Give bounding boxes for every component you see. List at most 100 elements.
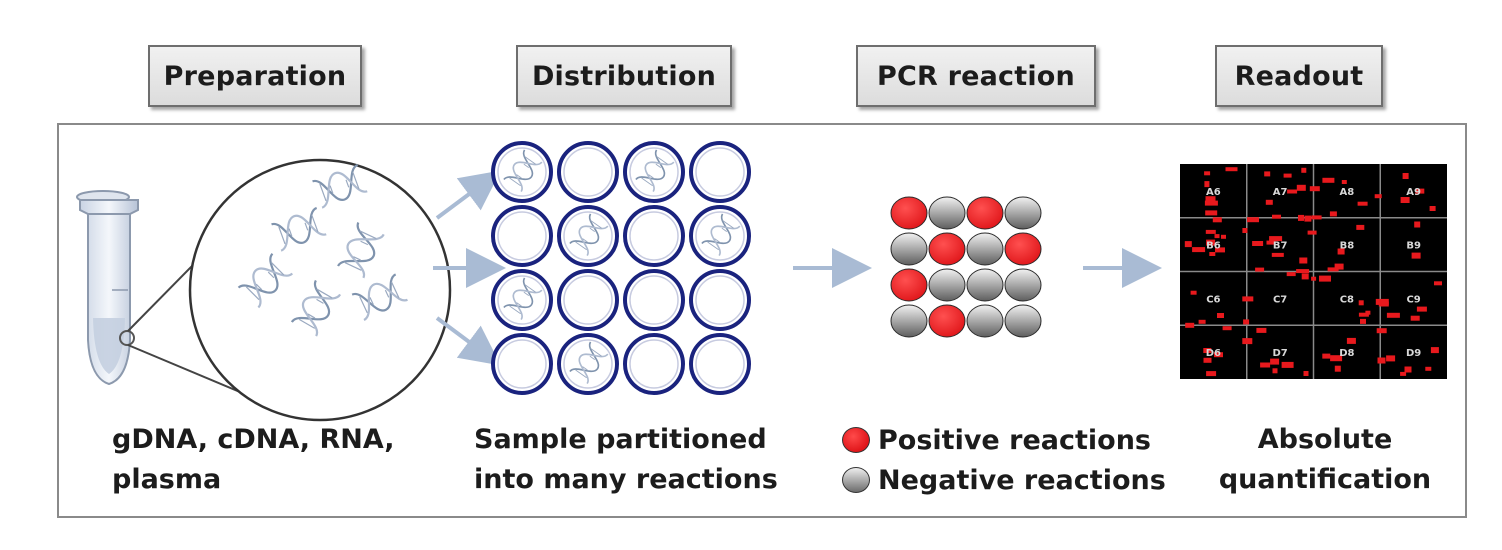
positive-spot — [1296, 184, 1306, 191]
positive-droplet — [890, 268, 928, 302]
readout-grid: A6 A7 A8 A9 B6 B7 B8 B9 C6 C7 C8 C9 D6 D7 D8 D9 — [1180, 164, 1447, 379]
positive-spot — [1205, 210, 1218, 216]
distribution-caption-line-2: into many reactions — [474, 464, 778, 495]
legend-positive-label: Positive reactions — [878, 424, 1151, 456]
positive-spot — [1287, 189, 1298, 194]
readout-cell-label: A9 — [1406, 187, 1421, 198]
well — [491, 333, 553, 395]
well — [623, 333, 685, 395]
positive-spot — [1217, 313, 1224, 318]
well — [557, 269, 619, 331]
positive-spot — [1203, 357, 1212, 363]
positive-dot-icon — [842, 427, 870, 453]
partition-wells — [491, 141, 751, 395]
positive-spot — [1376, 328, 1387, 334]
readout-cell-label: D9 — [1406, 348, 1421, 359]
positive-spot — [1425, 366, 1432, 371]
positive-spot — [1209, 252, 1216, 256]
positive-spot — [1400, 371, 1407, 376]
positive-spot — [1214, 352, 1223, 358]
positive-spot — [1190, 290, 1197, 295]
positive-spot — [1322, 353, 1331, 359]
readout-cell-label: A8 — [1340, 187, 1355, 198]
positive-spot — [1386, 312, 1400, 318]
preparation-caption-line-1: gDNA, cDNA, RNA, — [112, 424, 395, 455]
legend-positive: Positive reactions — [842, 420, 1166, 460]
positive-spot — [1356, 224, 1365, 230]
well — [623, 141, 685, 203]
well — [689, 141, 751, 203]
well — [557, 205, 619, 267]
positive-spot — [1330, 355, 1343, 362]
readout-cell-label: B9 — [1406, 241, 1421, 252]
positive-spot — [1256, 327, 1267, 333]
stage-readout-box: Readout — [1215, 45, 1383, 107]
readout-caption-line-1: Absolute — [1257, 424, 1393, 455]
positive-spot — [1214, 234, 1220, 239]
positive-spot — [1416, 306, 1427, 312]
positive-spot — [1334, 263, 1344, 270]
readout-cell-label: C8 — [1340, 294, 1354, 305]
well — [491, 269, 553, 331]
readout-cell-label: A6 — [1206, 187, 1221, 198]
well — [623, 269, 685, 331]
distribution-arrows — [433, 170, 506, 366]
positive-spot — [1375, 298, 1389, 305]
stage-distribution-box: Distribution — [516, 45, 732, 107]
readout-cell-label: D7 — [1272, 348, 1287, 359]
negative-droplet — [928, 268, 966, 302]
readout-cell-label: B6 — [1206, 241, 1221, 252]
positive-spot — [1205, 229, 1216, 234]
positive-spot — [1212, 217, 1222, 223]
negative-dot-icon — [842, 467, 870, 493]
positive-spot — [1377, 357, 1386, 364]
readout-cell-label: B8 — [1340, 241, 1355, 252]
positive-spot — [1206, 239, 1216, 246]
positive-spot — [1264, 171, 1271, 177]
positive-droplet — [966, 196, 1004, 230]
positive-spot — [1286, 272, 1296, 277]
positive-spot — [1255, 267, 1265, 272]
positive-spot — [1341, 180, 1347, 184]
negative-droplet — [966, 232, 1004, 266]
positive-spot — [1269, 236, 1283, 242]
positive-spot — [1301, 167, 1307, 173]
well — [491, 205, 553, 267]
positive-spot — [1270, 358, 1280, 365]
positive-spot — [1374, 194, 1382, 199]
positive-spot — [1260, 362, 1271, 368]
positive-spot — [1283, 173, 1292, 178]
positive-spot — [1192, 247, 1206, 253]
positive-spot — [1242, 296, 1254, 302]
well — [623, 205, 685, 267]
distribution-caption-line-1: Sample partitioned — [474, 424, 767, 455]
positive-droplet — [1004, 232, 1042, 266]
positive-droplet — [890, 196, 928, 230]
positive-spot — [1252, 241, 1264, 246]
positive-spot — [1184, 241, 1192, 248]
positive-spot — [1411, 252, 1421, 259]
readout-caption-line-2: quantification — [1218, 464, 1432, 495]
positive-spot — [1327, 267, 1339, 272]
positive-spot — [1346, 337, 1356, 344]
positive-spot — [1242, 228, 1248, 233]
distribution-caption: Sample partitioned into many reactions — [474, 420, 778, 500]
pcr-droplets — [890, 196, 1042, 338]
positive-spot — [1299, 257, 1308, 264]
positive-spot — [1242, 338, 1253, 345]
positive-spot — [1203, 348, 1212, 353]
positive-spot — [1334, 365, 1341, 372]
negative-droplet — [966, 304, 1004, 338]
positive-spot — [1225, 167, 1238, 172]
readout-cell-label: C9 — [1406, 294, 1420, 305]
positive-spot — [1311, 276, 1317, 281]
positive-spot — [1434, 281, 1442, 286]
negative-droplet — [890, 232, 928, 266]
negative-droplet — [928, 196, 966, 230]
readout-cell-label: A7 — [1273, 187, 1288, 198]
stage-pcr-reaction-box: PCR reaction — [856, 45, 1096, 107]
positive-spot — [1271, 252, 1284, 257]
negative-droplet — [966, 268, 1004, 302]
positive-spot — [1243, 319, 1250, 325]
